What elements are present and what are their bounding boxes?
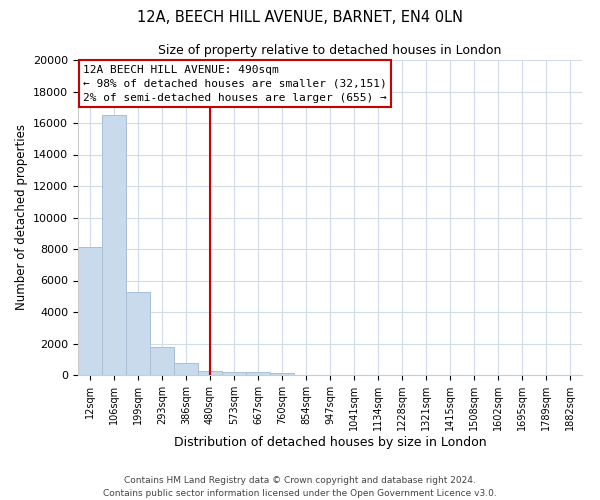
- Bar: [198, 371, 222, 375]
- X-axis label: Distribution of detached houses by size in London: Distribution of detached houses by size …: [173, 436, 487, 449]
- Bar: [126, 292, 150, 375]
- Text: 12A, BEECH HILL AVENUE, BARNET, EN4 0LN: 12A, BEECH HILL AVENUE, BARNET, EN4 0LN: [137, 10, 463, 25]
- Bar: [222, 372, 246, 375]
- Bar: [102, 115, 126, 375]
- Y-axis label: Number of detached properties: Number of detached properties: [14, 124, 28, 310]
- Title: Size of property relative to detached houses in London: Size of property relative to detached ho…: [158, 44, 502, 58]
- Bar: [78, 248, 102, 375]
- Bar: [150, 348, 174, 375]
- Bar: [174, 363, 198, 375]
- Text: Contains HM Land Registry data © Crown copyright and database right 2024.
Contai: Contains HM Land Registry data © Crown c…: [103, 476, 497, 498]
- Bar: [246, 372, 270, 375]
- Bar: [270, 372, 294, 375]
- Text: 12A BEECH HILL AVENUE: 490sqm
← 98% of detached houses are smaller (32,151)
2% o: 12A BEECH HILL AVENUE: 490sqm ← 98% of d…: [83, 64, 387, 102]
